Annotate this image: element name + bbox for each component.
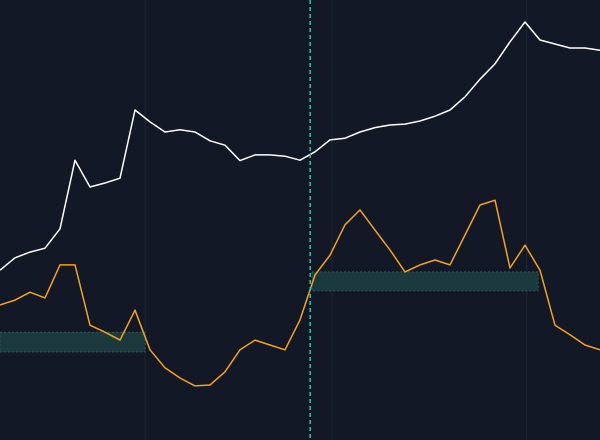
band bbox=[0, 331, 146, 353]
band bbox=[311, 271, 539, 292]
series-line bbox=[0, 21, 600, 271]
series-line bbox=[0, 199, 600, 387]
